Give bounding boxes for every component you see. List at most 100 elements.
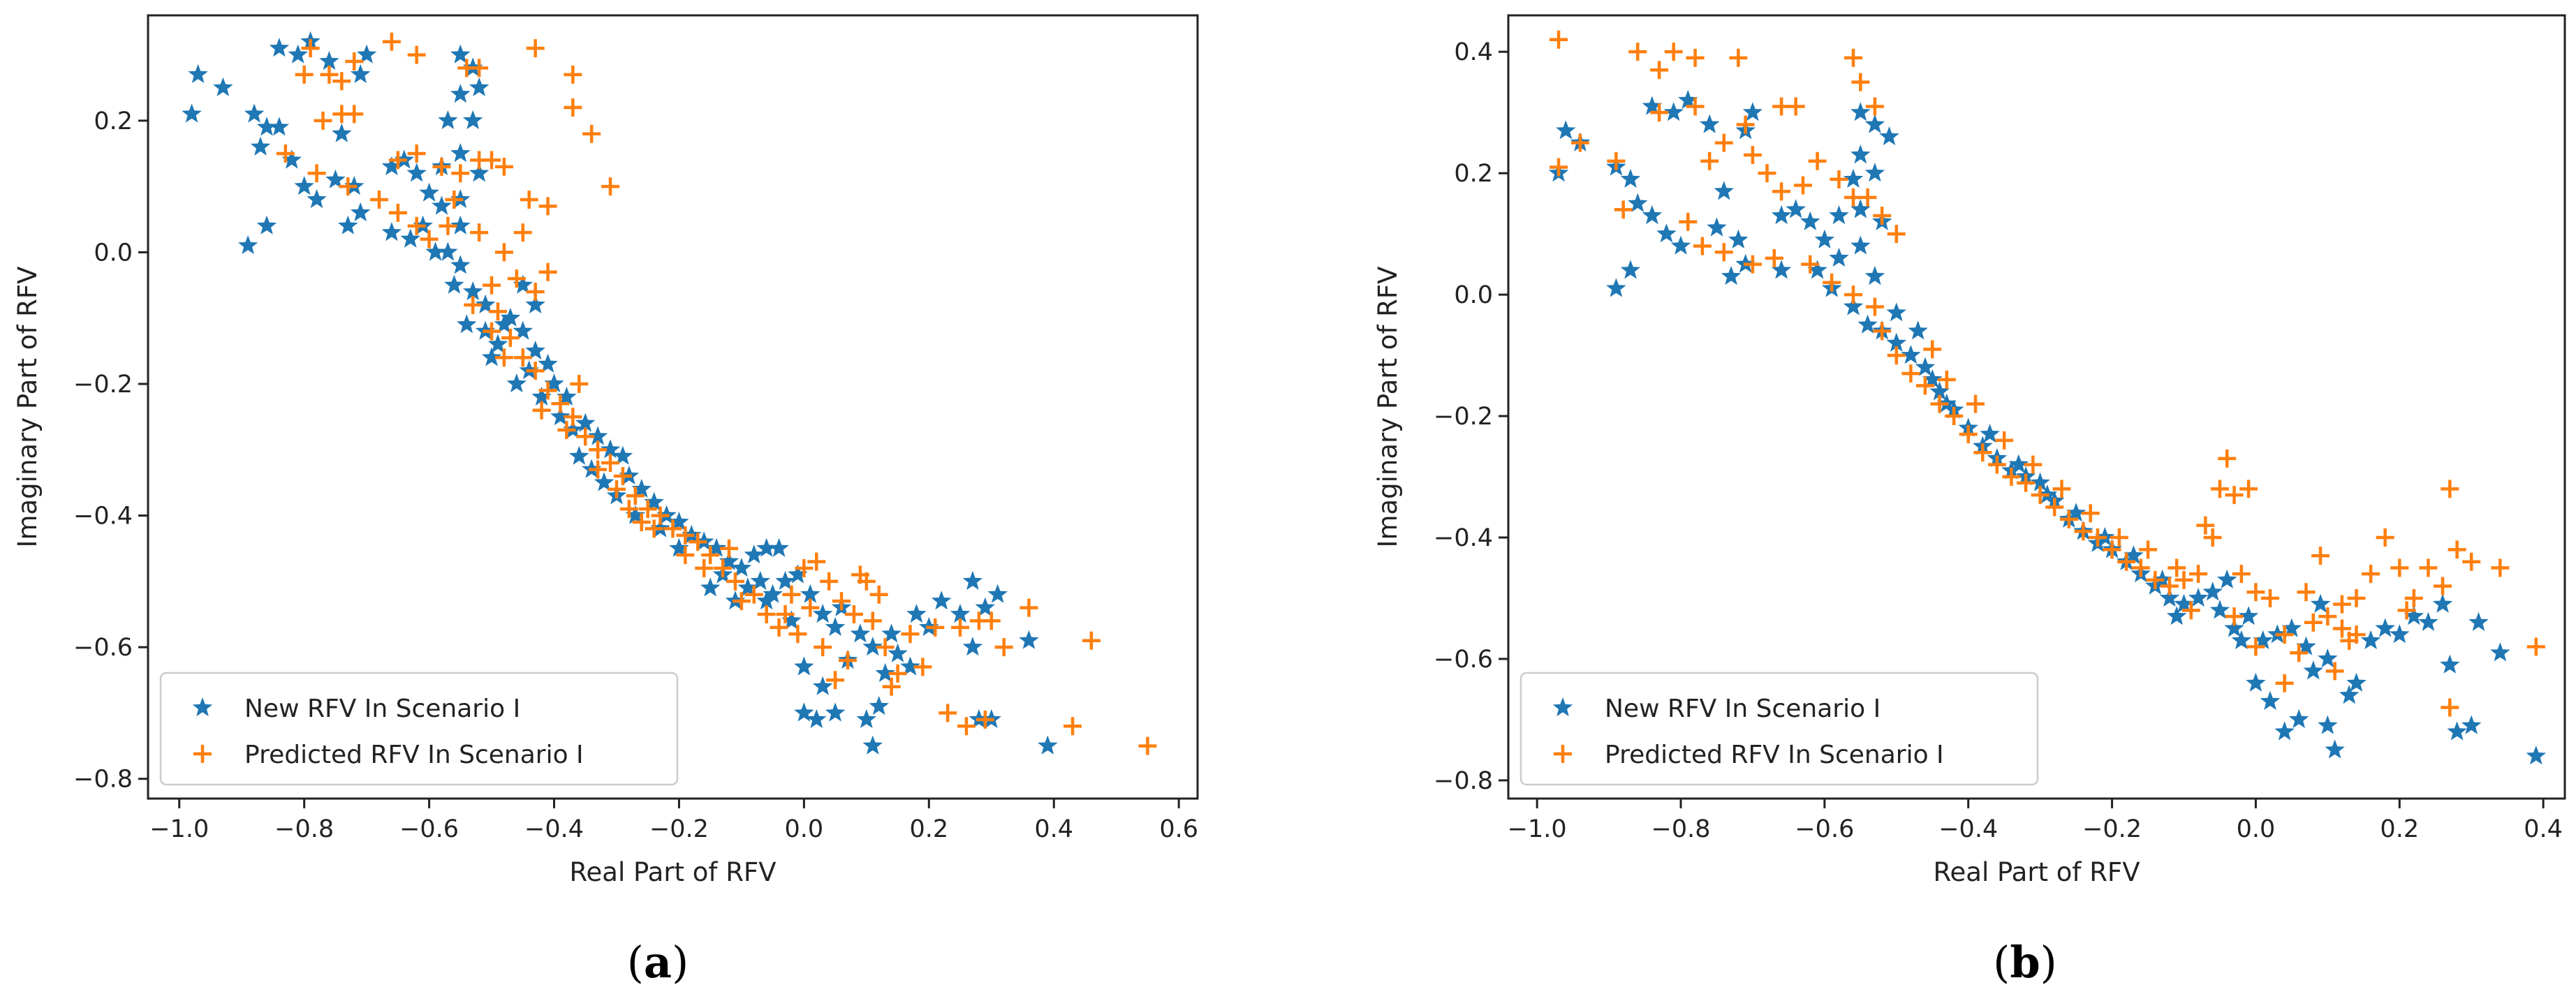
data-point-star (425, 242, 446, 261)
data-point-plus (613, 467, 632, 485)
data-point-star (2260, 690, 2281, 710)
data-point-plus (607, 480, 626, 498)
data-point-star (2209, 600, 2230, 619)
data-point-star (469, 163, 490, 182)
data-point-star (744, 544, 765, 564)
data-point-plus (857, 572, 876, 591)
data-point-star (450, 255, 471, 274)
data-point-star (2238, 606, 2259, 625)
data-point-plus (2261, 588, 2280, 607)
data-point-star (2310, 593, 2331, 613)
data-point-star (400, 228, 420, 248)
data-point-plus (538, 197, 557, 216)
data-point-star (350, 202, 371, 221)
data-point-star (325, 169, 346, 188)
data-point-plus (2448, 540, 2466, 559)
data-point-plus (2347, 588, 2366, 607)
data-point-plus (2491, 558, 2510, 577)
legend-marker-star (1552, 697, 1573, 717)
data-point-star (1901, 345, 1921, 364)
data-point-star (1886, 302, 1907, 322)
data-point-plus (1614, 200, 1633, 219)
data-point-plus (913, 658, 932, 676)
data-point-plus (1138, 736, 1157, 755)
data-point-plus (839, 651, 857, 669)
data-point-plus (2225, 486, 2244, 505)
data-point-plus (526, 362, 545, 380)
x-tick-label: −0.6 (1795, 815, 1854, 843)
data-point-plus (2002, 468, 2021, 487)
data-point-plus (626, 487, 645, 505)
data-point-plus (632, 513, 651, 531)
data-point-plus (2318, 607, 2337, 626)
data-point-star (906, 604, 927, 623)
data-point-star (600, 439, 621, 459)
data-point-star (213, 77, 233, 96)
data-point-plus (994, 638, 1013, 657)
data-point-star (862, 637, 883, 656)
data-point-plus (1765, 249, 1783, 267)
data-point-star (1606, 278, 1626, 297)
data-point-plus (532, 401, 551, 420)
data-point-plus (882, 677, 901, 696)
data-point-plus (1808, 151, 1827, 170)
data-point-star (875, 662, 895, 682)
data-point-plus (582, 124, 601, 143)
data-point-plus (926, 618, 945, 637)
data-point-plus (564, 65, 582, 84)
data-point-plus (1930, 394, 1949, 413)
data-point-star (1908, 320, 1928, 340)
data-point-star (2246, 672, 2266, 692)
x-axis-label: Real Part of RFV (1933, 857, 2140, 887)
data-point-star (800, 584, 820, 603)
y-tick-label: 0.0 (1454, 281, 1493, 309)
data-point-plus (2181, 601, 2200, 620)
data-point-plus (2304, 613, 2323, 632)
data-point-plus (2232, 565, 2251, 584)
data-point-star (2440, 654, 2460, 674)
data-point-star (731, 558, 752, 577)
data-point-star (544, 373, 564, 393)
data-point-plus (2203, 528, 2222, 547)
data-point-plus (2189, 565, 2208, 584)
data-point-star (1642, 96, 1663, 115)
data-point-star (462, 281, 483, 301)
data-point-plus (1887, 225, 1906, 244)
data-point-star (1864, 266, 1885, 286)
data-point-plus (2103, 540, 2121, 559)
data-point-plus (564, 408, 582, 427)
data-point-plus (507, 269, 526, 288)
data-point-star (1038, 735, 1058, 755)
data-point-star (450, 143, 471, 163)
data-point-star (2231, 630, 2252, 649)
data-point-star (2281, 618, 2302, 637)
data-point-plus (663, 519, 682, 538)
data-point-plus (651, 506, 670, 525)
data-point-plus (407, 216, 426, 235)
data-point-plus (1901, 364, 1920, 383)
data-point-star (182, 103, 202, 123)
data-point-plus (1858, 188, 1877, 207)
data-point-star (1843, 296, 1864, 316)
data-point-plus (439, 216, 457, 235)
data-point-star (2447, 721, 2467, 741)
data-point-star (2432, 593, 2453, 613)
series-predicted-rfv (276, 32, 1157, 755)
data-point-star (594, 472, 614, 491)
data-point-plus (2376, 528, 2394, 547)
data-point-plus (619, 500, 638, 519)
data-point-star (2166, 606, 2187, 625)
data-point-star (1886, 332, 1907, 352)
data-point-plus (832, 592, 851, 611)
data-point-plus (2362, 565, 2380, 584)
data-point-star (294, 176, 314, 195)
data-point-star (794, 702, 814, 722)
x-tick-label: −0.4 (1938, 815, 1998, 843)
data-point-star (2325, 739, 2345, 759)
data-point-star (1807, 260, 1827, 279)
data-point-plus (645, 519, 663, 538)
data-point-plus (1844, 48, 1863, 67)
data-point-plus (2290, 644, 2309, 662)
data-point-plus (489, 302, 507, 321)
data-point-plus (483, 322, 501, 341)
